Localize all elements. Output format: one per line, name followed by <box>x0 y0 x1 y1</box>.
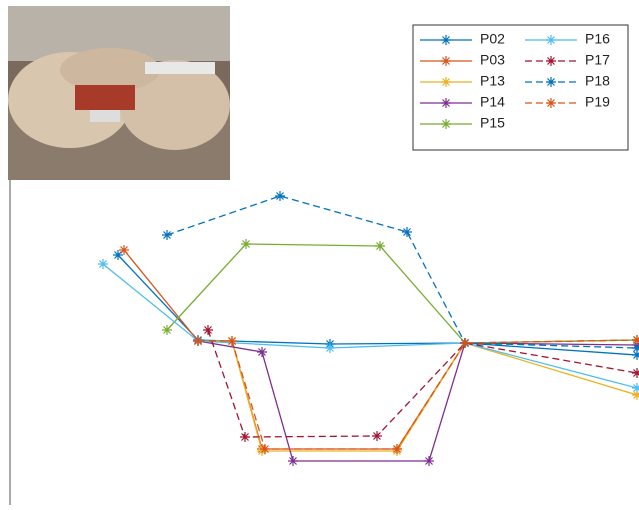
legend-marker <box>546 56 556 66</box>
data-point <box>402 227 412 237</box>
legend-marker <box>546 35 556 45</box>
legend-marker <box>441 119 451 129</box>
data-point <box>424 456 434 466</box>
series-line <box>102 263 638 389</box>
data-point <box>632 390 639 400</box>
data-point <box>392 444 402 454</box>
data-point <box>162 230 172 240</box>
data-point <box>375 241 385 251</box>
data-point <box>632 335 639 345</box>
legend-label: P02 <box>480 31 505 47</box>
legend-label: P19 <box>585 94 610 110</box>
legend-marker <box>546 77 556 87</box>
legend-label: P13 <box>480 73 505 89</box>
legend-marker <box>441 77 451 87</box>
series-line <box>166 195 638 349</box>
legend-label: P14 <box>480 94 505 110</box>
series-line <box>166 243 638 344</box>
data-point <box>632 343 639 353</box>
legend-label: P03 <box>480 52 505 68</box>
data-point <box>260 444 270 454</box>
data-point <box>203 325 213 335</box>
data-point <box>632 383 639 393</box>
data-point <box>227 336 237 346</box>
data-point <box>325 343 335 353</box>
legend-marker <box>441 56 451 66</box>
photo <box>8 6 230 180</box>
data-point <box>257 347 267 357</box>
data-point <box>98 259 108 269</box>
series-line <box>197 340 638 462</box>
legend <box>412 24 629 151</box>
series-line <box>198 339 638 450</box>
data-point <box>241 239 251 249</box>
legend-label: P15 <box>480 115 505 131</box>
data-point <box>632 350 639 360</box>
data-point <box>632 368 639 378</box>
data-point <box>257 446 267 456</box>
data-point <box>119 245 129 255</box>
legend-label: P17 <box>585 52 610 68</box>
legend-marker <box>546 98 556 108</box>
data-point <box>162 325 172 335</box>
data-point <box>113 250 123 260</box>
legend-label: P16 <box>585 31 610 47</box>
legend-marker <box>441 35 451 45</box>
data-point <box>460 338 470 348</box>
legend-label: P18 <box>585 73 610 89</box>
data-point <box>193 336 203 346</box>
data-point <box>372 431 382 441</box>
data-point <box>288 456 298 466</box>
data-point <box>240 432 250 442</box>
legend-marker <box>441 98 451 108</box>
data-point <box>275 191 285 201</box>
